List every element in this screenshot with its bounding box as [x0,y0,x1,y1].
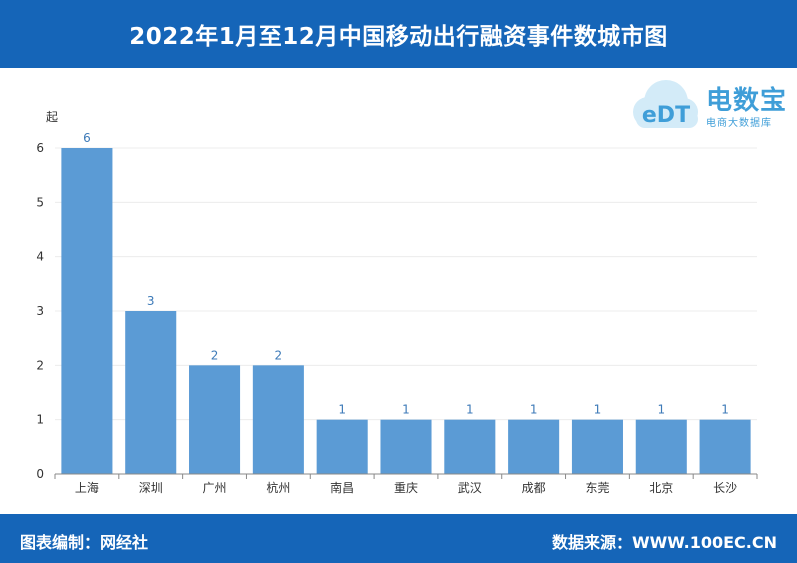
bars: 6 3 2 2 1 1 1 1 1 1 1 [61,131,751,474]
bar [316,419,368,474]
bar-value-label: 1 [530,403,538,417]
y-tick-label: 0 [36,467,44,481]
x-tick-label: 南昌 [330,480,354,495]
y-axis-label: 起 [46,110,58,124]
x-tick-label: 武汉 [458,481,482,495]
bar-value-label: 1 [657,403,665,417]
chart-title: 2022年1月至12月中国移动出行融资事件数城市图 [129,24,668,50]
bar [61,148,113,474]
y-tick-label: 1 [36,413,44,427]
x-tick-label: 上海 [75,480,99,495]
logo: eDT 电数宝 电商大数据库 [626,70,796,136]
bar [189,365,241,474]
bar-chart: 0 1 2 3 4 5 6 起 6 3 2 2 1 1 1 1 1 1 1 上海 深圳 广州 杭州 南昌 重庆 武汉 成都 东莞… [36,110,758,495]
x-tick-label: 长沙 [713,481,737,495]
bar [380,419,432,474]
y-axis-ticks: 0 1 2 3 4 5 6 [36,141,44,481]
logo-brand: 电数宝 [706,86,788,116]
x-tick-label: 东莞 [585,481,609,495]
bar [508,419,560,474]
bar [699,419,751,474]
bar-value-label: 2 [211,348,219,362]
bar-value-label: 1 [594,403,602,417]
logo-tagline: 电商大数据库 [706,118,772,129]
x-tick-label: 杭州 [266,480,290,495]
bar-value-label: 1 [338,403,346,417]
x-axis-labels: 上海 深圳 广州 杭州 南昌 重庆 武汉 成都 东莞 北京 长沙 [54,474,758,495]
chart-header: 2022年1月至12月中国移动出行融资事件数城市图 [0,0,797,68]
bar [444,419,496,474]
cloud-logo-icon: eDT [633,80,698,128]
bar-value-label: 3 [147,294,155,308]
bar [252,365,304,474]
chart-footer: 图表编制：网经社 数据来源：WWW.100EC.CN [0,514,797,563]
bar [635,419,687,474]
x-tick-label: 北京 [649,481,673,495]
footer-source: 数据来源：WWW.100EC.CN [551,533,777,552]
x-tick-label: 成都 [522,481,546,495]
x-tick-label: 深圳 [139,481,163,495]
y-tick-label: 6 [36,141,44,155]
x-tick-label: 重庆 [394,481,418,495]
x-tick-label: 广州 [203,481,227,495]
bar-value-label: 1 [466,403,474,417]
y-tick-label: 5 [36,195,44,209]
y-tick-label: 3 [36,304,44,318]
bar [571,419,623,474]
bar [125,311,177,474]
bar-value-label: 1 [721,403,729,417]
bar-value-label: 1 [402,403,410,417]
bar-value-label: 6 [83,131,91,145]
logo-mark-text: eDT [642,103,690,128]
bar-value-label: 2 [275,348,283,362]
y-tick-label: 2 [36,358,44,372]
footer-credit: 图表编制：网经社 [20,533,149,552]
y-tick-label: 4 [36,250,44,264]
